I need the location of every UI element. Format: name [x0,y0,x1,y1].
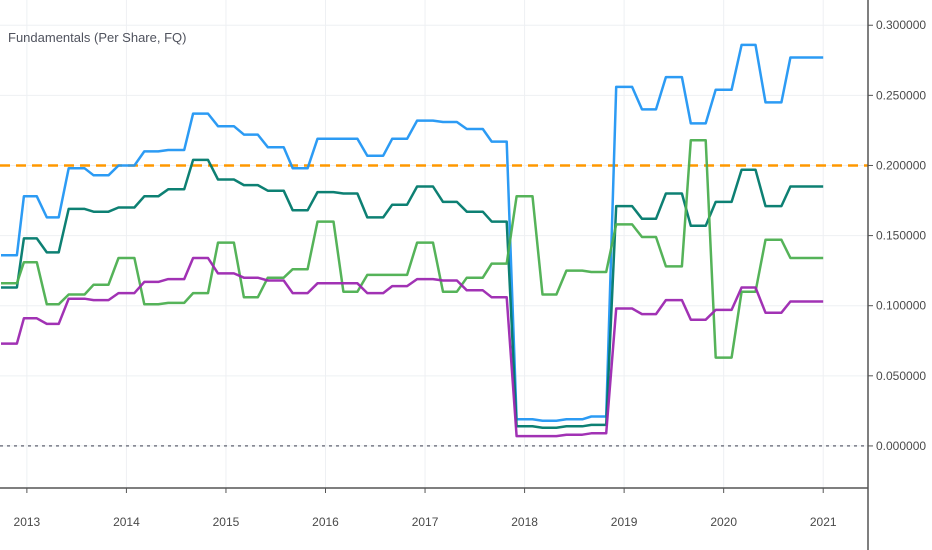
series-line-4[interactable] [1,256,824,438]
x-tick-label: 2017 [412,515,439,529]
y-tick-label: 0.250000 [876,88,926,102]
y-tick-label: 0.050000 [876,369,926,383]
x-tick-label: 2021 [810,515,837,529]
x-tick-label: 2014 [113,515,140,529]
indicator-title[interactable]: Fundamentals (Per Share, FQ) [8,30,187,45]
x-tick-label: 2013 [14,515,41,529]
y-tick-label: 0.100000 [876,299,926,313]
y-tick-label: 0.000000 [876,439,926,453]
y-tick-label: 0.150000 [876,229,926,243]
series-line-3[interactable] [1,138,824,359]
y-axis-ticks: 0.000000 0.050000 0.100000 0.150000 0.200000… [868,18,926,453]
series-line-2[interactable] [1,158,824,429]
x-tick-label: 2018 [511,515,538,529]
x-tick-label: 2020 [710,515,737,529]
axes [0,0,869,550]
x-tick-label: 2015 [213,515,240,529]
x-tick-label: 2019 [611,515,638,529]
series-line-1[interactable] [1,43,824,422]
x-axis-ticks: 2013 2014 2015 2016 2017 2018 2019 2020 2021 [14,488,837,529]
series-lines[interactable] [1,43,824,438]
horizontal-lines [0,164,868,447]
y-tick-label: 0.200000 [876,158,926,172]
y-tick-label: 0.300000 [876,18,926,32]
x-tick-label: 2016 [312,515,339,529]
